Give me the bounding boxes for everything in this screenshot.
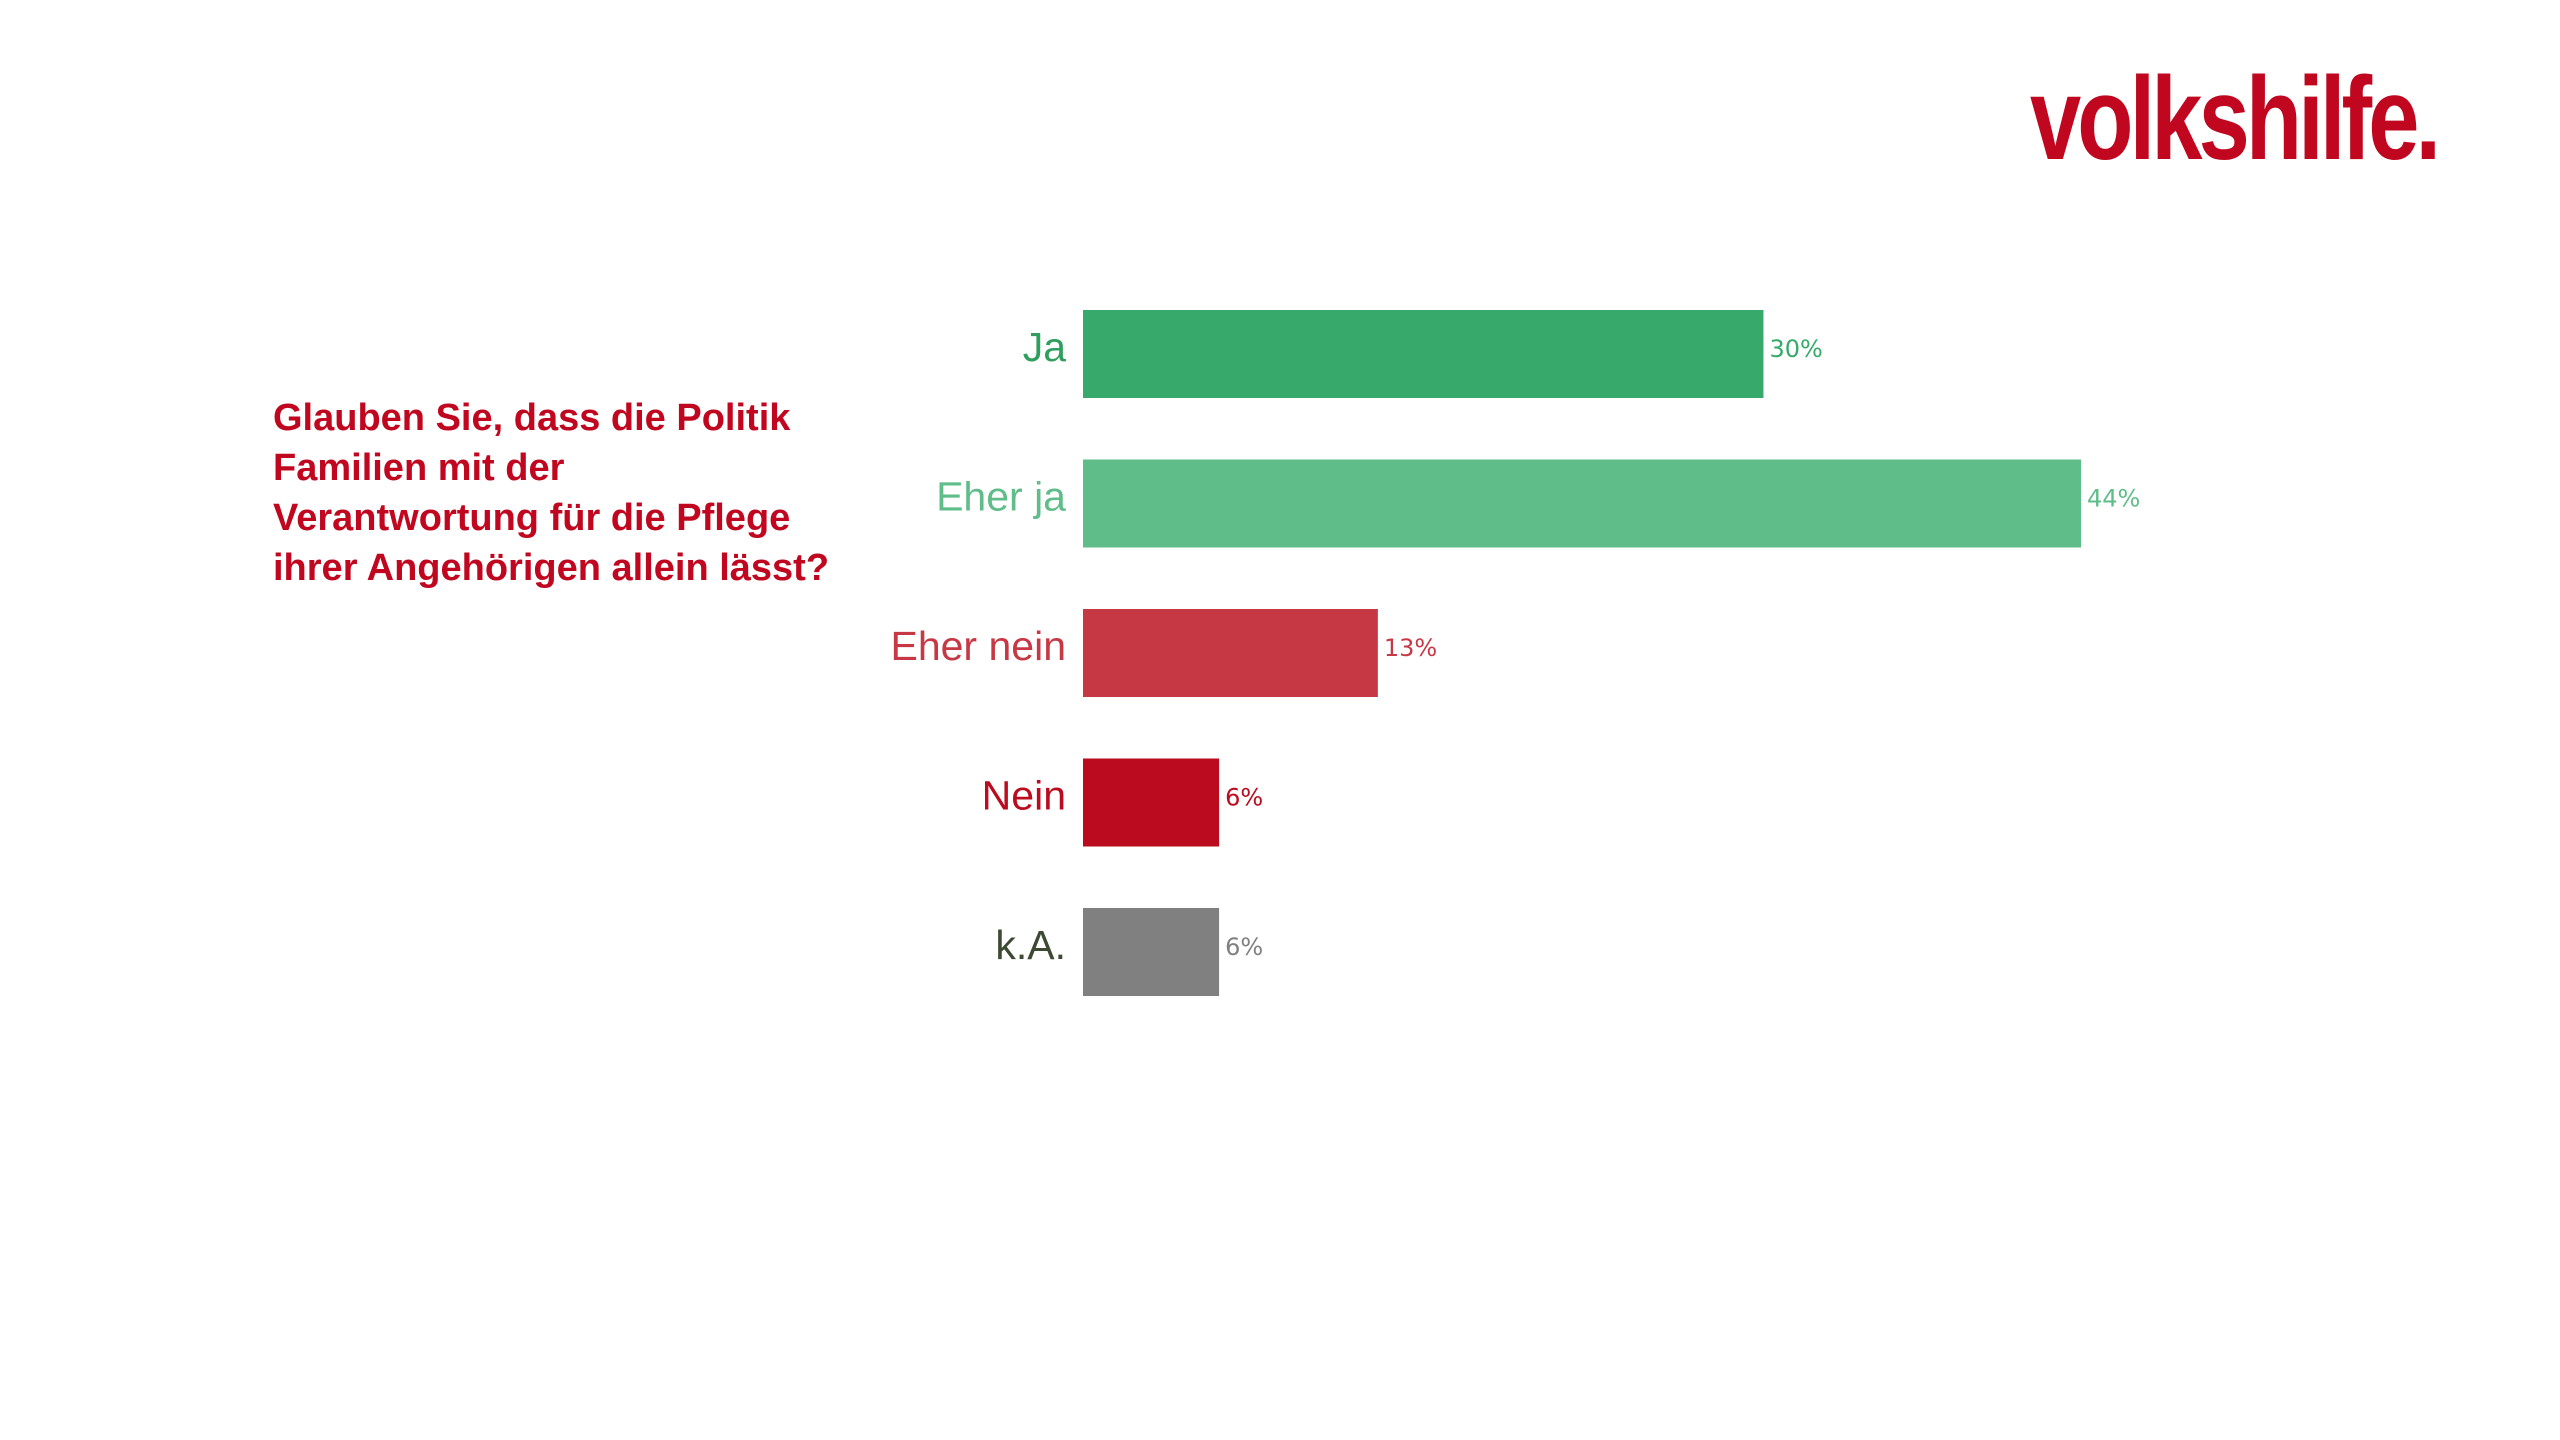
category-label-0: Ja xyxy=(1023,324,1067,370)
bar-0 xyxy=(1083,310,1764,398)
category-label-4: k.A. xyxy=(995,922,1066,968)
category-label-1: Eher ja xyxy=(936,473,1066,519)
survey-question: Glauben Sie, dass die Politik Familien m… xyxy=(273,397,830,589)
value-label-4: 6% xyxy=(1225,933,1263,961)
value-label-3: 6% xyxy=(1225,784,1263,812)
value-label-0: 30% xyxy=(1769,335,1822,363)
category-label-3: Nein xyxy=(982,772,1066,818)
value-label-1: 44% xyxy=(2087,485,2140,513)
value-label-2: 13% xyxy=(1384,634,1437,662)
bar-4 xyxy=(1083,908,1220,996)
bar-3 xyxy=(1083,758,1220,847)
bar-1 xyxy=(1083,459,2081,548)
bar-2 xyxy=(1083,609,1378,697)
volkshilfe-logo: volkshilfe. xyxy=(2030,53,2441,185)
category-label-2: Eher nein xyxy=(890,623,1066,669)
